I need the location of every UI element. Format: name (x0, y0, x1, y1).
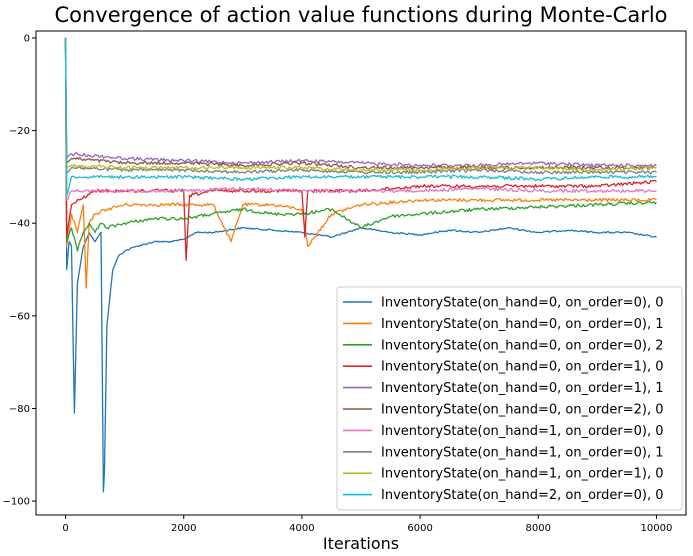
series-line-2 (64, 37, 657, 289)
y-tick-label: −60 (9, 311, 30, 322)
series-line-3 (64, 37, 657, 252)
legend: InventoryState(on_hand=0, on_order=0), 0… (336, 286, 683, 511)
x-tick-label: 2000 (171, 523, 196, 534)
series-line-5 (64, 37, 657, 168)
x-tick-label: 6000 (407, 523, 432, 534)
series-line-4 (64, 37, 657, 261)
chart-title: Convergence of action value functions du… (54, 3, 667, 27)
legend-label: InventoryState(on_hand=0, on_order=1), 0 (381, 360, 664, 375)
x-axis: 0 2000 4000 6000 8000 10000 (62, 515, 672, 534)
legend-label: InventoryState(on_hand=0, on_order=0), 2 (381, 338, 664, 353)
y-tick-label: −80 (9, 404, 30, 415)
legend-label: InventoryState(on_hand=1, on_order=0), 0 (381, 424, 664, 439)
x-axis-label: Iterations (323, 534, 399, 553)
x-tick-label: 10000 (641, 523, 673, 534)
axes-frame (35, 30, 687, 516)
plot-area (64, 37, 657, 493)
legend-label: InventoryState(on_hand=2, on_order=0), 0 (381, 488, 664, 503)
legend-label: InventoryState(on_hand=1, on_order=0), 1 (381, 445, 664, 460)
y-tick-label: −20 (9, 126, 30, 137)
y-tick-label: −100 (3, 497, 30, 508)
legend-label: InventoryState(on_hand=0, on_order=1), 1 (381, 381, 664, 396)
series-line-7 (64, 37, 657, 201)
x-tick-label: 4000 (289, 523, 314, 534)
y-axis: 0 −20 −40 −60 −80 −100 (3, 33, 36, 508)
legend-label: InventoryState(on_hand=0, on_order=0), 0 (381, 296, 664, 311)
legend-label: InventoryState(on_hand=1, on_order=1), 0 (381, 467, 664, 482)
y-tick-label: 0 (24, 33, 30, 44)
y-tick-label: −40 (9, 219, 30, 230)
series-line-9 (64, 37, 657, 173)
x-tick-label: 8000 (526, 523, 551, 534)
legend-label: InventoryState(on_hand=0, on_order=2), 0 (381, 403, 664, 418)
x-tick-label: 0 (62, 523, 68, 534)
series-line-10 (64, 37, 657, 197)
series-line-8 (64, 37, 657, 175)
series-line-6 (64, 37, 657, 170)
legend-label: InventoryState(on_hand=0, on_order=0), 1 (381, 317, 664, 332)
legend-frame (336, 286, 683, 511)
